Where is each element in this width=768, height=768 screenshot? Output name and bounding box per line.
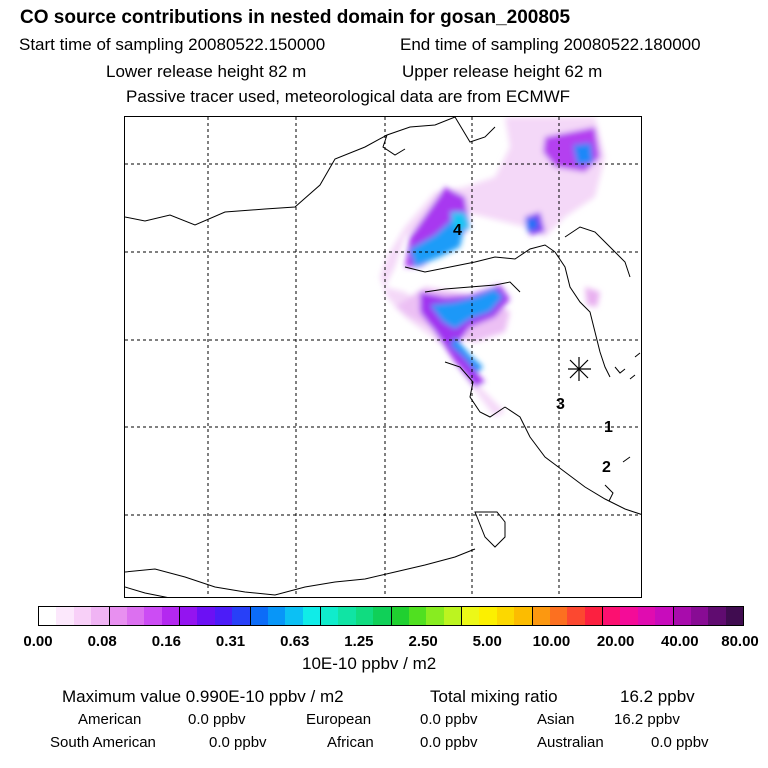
- color-swatch: [479, 607, 497, 625]
- upper-release-label: Upper release height 62 m: [402, 62, 603, 81]
- color-swatch: [285, 607, 303, 625]
- color-swatch: [214, 607, 233, 625]
- color-swatch: [514, 607, 532, 625]
- asian-label: Asian: [537, 711, 575, 728]
- american-label: American: [78, 711, 142, 728]
- color-swatch: [426, 607, 444, 625]
- plot-title: CO source contributions in nested domain…: [20, 7, 571, 28]
- color-scale-tick: 0.16: [151, 633, 181, 650]
- marker-2: 2: [602, 459, 611, 476]
- color-swatch: [144, 607, 162, 625]
- marker-4: 4: [453, 222, 462, 239]
- color-swatch: [108, 607, 127, 625]
- australian-value: 0.0 ppbv: [651, 734, 709, 751]
- color-swatch: [355, 607, 374, 625]
- color-scale-tick: 0.00: [23, 633, 53, 650]
- end-time-label: End time of sampling 20080522.180000: [400, 35, 701, 54]
- color-scale-tick: 20.00: [596, 633, 635, 650]
- color-swatch: [549, 607, 568, 625]
- european-label: European: [306, 711, 372, 728]
- map-grid: [125, 117, 641, 597]
- color-swatch: [725, 607, 743, 625]
- color-swatch: [73, 607, 92, 625]
- color-swatch: [390, 607, 409, 625]
- color-swatch: [126, 607, 145, 625]
- african-value: 0.0 ppbv: [420, 734, 478, 751]
- color-swatch: [655, 607, 673, 625]
- african-label: African: [327, 734, 374, 751]
- units-label: 10E-10 ppbv / m2: [302, 654, 437, 673]
- european-value: 0.0 ppbv: [420, 711, 478, 728]
- color-swatch: [408, 607, 427, 625]
- color-scale-tick: 1.25: [344, 633, 374, 650]
- marker-3: 3: [556, 396, 565, 413]
- color-swatch: [602, 607, 621, 625]
- coastlines: [125, 117, 641, 597]
- australian-label: Australian: [537, 734, 604, 751]
- asian-value: 16.2 ppbv: [614, 711, 680, 728]
- color-swatch: [39, 607, 57, 625]
- color-swatch: [690, 607, 709, 625]
- color-swatch: [531, 607, 550, 625]
- total-mixing-ratio-label: Total mixing ratio: [430, 687, 558, 706]
- color-swatch: [584, 607, 602, 625]
- start-time-label: Start time of sampling 20080522.150000: [19, 35, 326, 54]
- color-swatch: [179, 607, 198, 625]
- color-swatch: [373, 607, 391, 625]
- color-swatch: [637, 607, 656, 625]
- map-canvas: [125, 117, 641, 597]
- color-swatch: [567, 607, 585, 625]
- color-swatch: [338, 607, 356, 625]
- color-swatch: [161, 607, 179, 625]
- color-scale-tick: 10.00: [532, 633, 571, 650]
- color-swatch: [461, 607, 480, 625]
- color-swatch: [620, 607, 638, 625]
- maximum-value-label: Maximum value 0.990E-10 ppbv / m2: [62, 687, 344, 706]
- color-scale-tick: 0.31: [215, 633, 246, 650]
- color-swatch: [672, 607, 691, 625]
- color-swatch: [496, 607, 515, 625]
- marker-1: 1: [604, 419, 613, 436]
- south-american-label: South American: [50, 734, 156, 751]
- color-swatch: [302, 607, 320, 625]
- color-swatch: [708, 607, 726, 625]
- south-american-value: 0.0 ppbv: [209, 734, 267, 751]
- color-scale-tick: 80.00: [721, 633, 759, 650]
- asterisk-icon: [568, 357, 591, 381]
- color-scale-tick: 5.00: [472, 633, 502, 650]
- color-swatch: [232, 607, 250, 625]
- lower-release-label: Lower release height 82 m: [106, 62, 307, 81]
- color-swatch: [443, 607, 461, 625]
- color-scale-tick: 0.63: [280, 633, 310, 650]
- color-scale-tick: 2.50: [408, 633, 438, 650]
- color-swatch: [320, 607, 339, 625]
- color-swatch: [249, 607, 268, 625]
- map-panel: 4 3 1 2: [124, 116, 642, 598]
- color-scale-bar: [38, 606, 744, 626]
- total-mixing-ratio-value: 16.2 ppbv: [620, 687, 695, 706]
- color-scale-tick: 40.00: [661, 633, 699, 650]
- color-swatch: [91, 607, 109, 625]
- color-scale-tick: 0.08: [87, 633, 117, 650]
- american-value: 0.0 ppbv: [188, 711, 246, 728]
- tracer-note: Passive tracer used, meteorological data…: [126, 87, 571, 106]
- concentration-plume: [380, 117, 605, 417]
- color-swatch: [56, 607, 74, 625]
- color-swatch: [267, 607, 286, 625]
- color-swatch: [197, 607, 215, 625]
